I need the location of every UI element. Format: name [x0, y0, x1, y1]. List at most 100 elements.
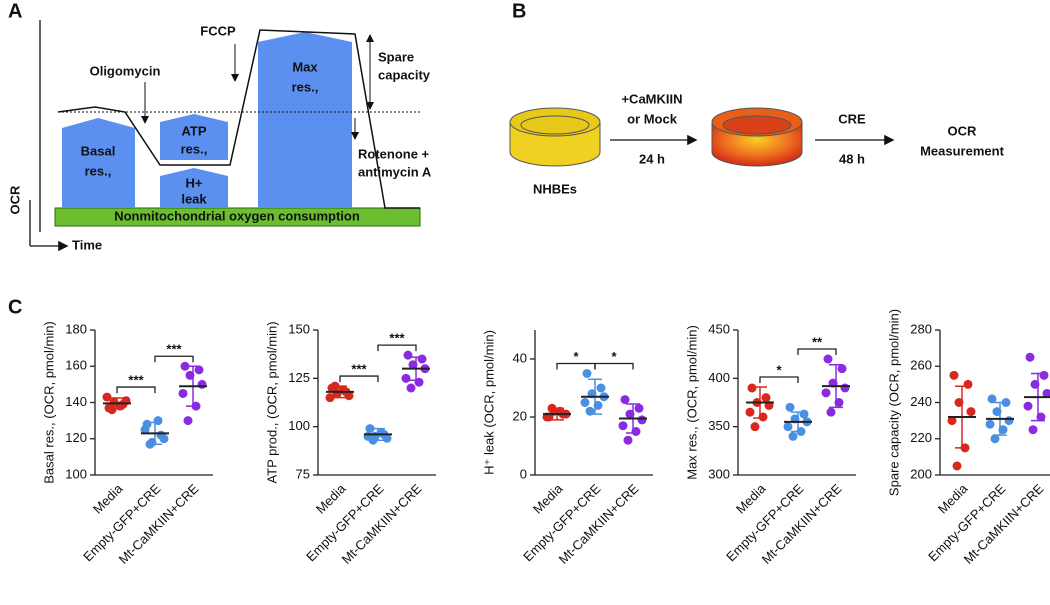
significance-label: *** [389, 331, 405, 346]
data-point [799, 409, 809, 419]
data-point [1004, 416, 1014, 426]
data-point [837, 364, 847, 374]
atp-label: res., [181, 141, 208, 156]
data-point [985, 419, 995, 429]
data-point [826, 407, 836, 417]
y-tick-label: 160 [65, 358, 87, 373]
dish-top [509, 107, 601, 137]
data-point [107, 405, 117, 415]
data-point [947, 416, 957, 426]
data-point [840, 383, 850, 393]
data-point [582, 369, 592, 378]
data-point [788, 431, 798, 441]
significance-bracket [154, 355, 194, 363]
x-tick-label: Media [313, 480, 349, 516]
data-point [1028, 425, 1038, 435]
y-axis-label: Max res., (OCR, pmol/min) [684, 325, 699, 480]
time-label: 48 h [839, 151, 865, 166]
data-point [197, 379, 207, 389]
chart: 300 350 400 450 Max res., (OCR, pmol/min) Med… [684, 321, 856, 567]
significance-label: * [611, 349, 617, 364]
y-tick-label: 40 [513, 350, 527, 365]
data-point [401, 373, 411, 383]
y-axis-label: ATP prod., (OCR, pmol/min) [264, 321, 279, 483]
y-tick-label: 125 [288, 370, 310, 385]
data-point [596, 383, 606, 393]
panel-label: A [8, 0, 22, 22]
data-point [417, 354, 427, 364]
data-point [620, 395, 630, 405]
significance-label: *** [128, 373, 144, 388]
y-tick-label: 400 [708, 370, 730, 385]
ocr-trace [57, 29, 420, 209]
significance-label: * [776, 362, 782, 377]
y-tick-label: 240 [910, 394, 932, 409]
y-tick-label: 300 [708, 466, 730, 481]
data-point [949, 370, 959, 380]
stimulus-label: CRE [838, 111, 866, 126]
data-point [745, 407, 755, 417]
max-shape [258, 32, 352, 208]
rotenone-label: antimycin A [358, 164, 432, 179]
data-point [990, 434, 1000, 444]
panel-label: C [8, 296, 22, 318]
dish-inner [722, 115, 792, 135]
data-point [1023, 401, 1033, 411]
y-axis-label: Basal res., (OCR, pmol/min) [41, 321, 56, 484]
y-axis-label: H⁺ leak (OCR, pmol/min) [481, 330, 496, 475]
data-point [180, 361, 190, 371]
y-tick-label: 0 [520, 466, 527, 481]
data-point [365, 424, 375, 434]
data-point [783, 422, 793, 432]
chart: 100 120 140 160 180 Basal res., (OCR, pmol/mi… [41, 321, 213, 567]
y-tick-label: 120 [65, 430, 87, 445]
panel-a: A Nonmitochondrial oxygen consumption OC… [7, 0, 431, 252]
chart: 200 220 240 260 280 Spare capacity (OCR, pmol… [886, 309, 1050, 567]
y-tick-label: 140 [65, 394, 87, 409]
data-point [963, 379, 973, 389]
data-point [821, 388, 831, 398]
significance-label: ** [812, 334, 823, 349]
spare-label: capacity [378, 67, 431, 82]
readout-label: Measurement [920, 143, 1004, 158]
significance-bracket [116, 386, 156, 394]
panel-b: B NHBEs +CaMKIIN or Mock 24 h CRE 48 h O… [509, 0, 1005, 196]
chart: 75 100 125 150 ATP prod., (OCR, pmol/min) Med… [264, 321, 436, 567]
y-tick-label: 75 [296, 466, 310, 481]
data-point [623, 435, 633, 445]
data-point [1025, 352, 1035, 362]
y-axis-label: OCR [7, 185, 22, 215]
data-point [140, 425, 150, 435]
atp-label: ATP [181, 123, 206, 138]
significance-bracket [594, 362, 634, 370]
significance-label: * [573, 349, 579, 364]
x-tick-label: Media [935, 480, 971, 516]
basal-label: Basal [81, 143, 116, 158]
y-tick-label: 20 [513, 408, 527, 423]
data-point [634, 403, 644, 413]
y-tick-label: 180 [65, 321, 87, 336]
data-point [823, 354, 833, 364]
data-point [178, 388, 188, 398]
data-point [1042, 388, 1050, 398]
nonmito-bar [54, 207, 421, 227]
significance-bracket [377, 344, 417, 352]
data-point [952, 461, 962, 471]
treatment-label: +CaMKIIN [621, 91, 682, 106]
data-point [102, 392, 112, 402]
data-point [637, 415, 647, 425]
x-axis-label: Time [72, 237, 102, 252]
panel-label: B [512, 0, 526, 22]
data-point [761, 393, 771, 403]
oligomycin-label: Oligomycin [90, 63, 161, 78]
panel-c: 100 120 140 160 180 Basal res., (OCR, pmol/mi… [41, 309, 1050, 567]
spare-label: Spare [378, 49, 414, 64]
readout-label: OCR [948, 123, 978, 138]
leak-shape [160, 168, 228, 208]
data-point [750, 422, 760, 432]
basal-label: res., [85, 163, 112, 178]
time-label: 24 h [639, 151, 665, 166]
y-tick-label: 100 [65, 466, 87, 481]
leak-label: leak [181, 191, 207, 206]
